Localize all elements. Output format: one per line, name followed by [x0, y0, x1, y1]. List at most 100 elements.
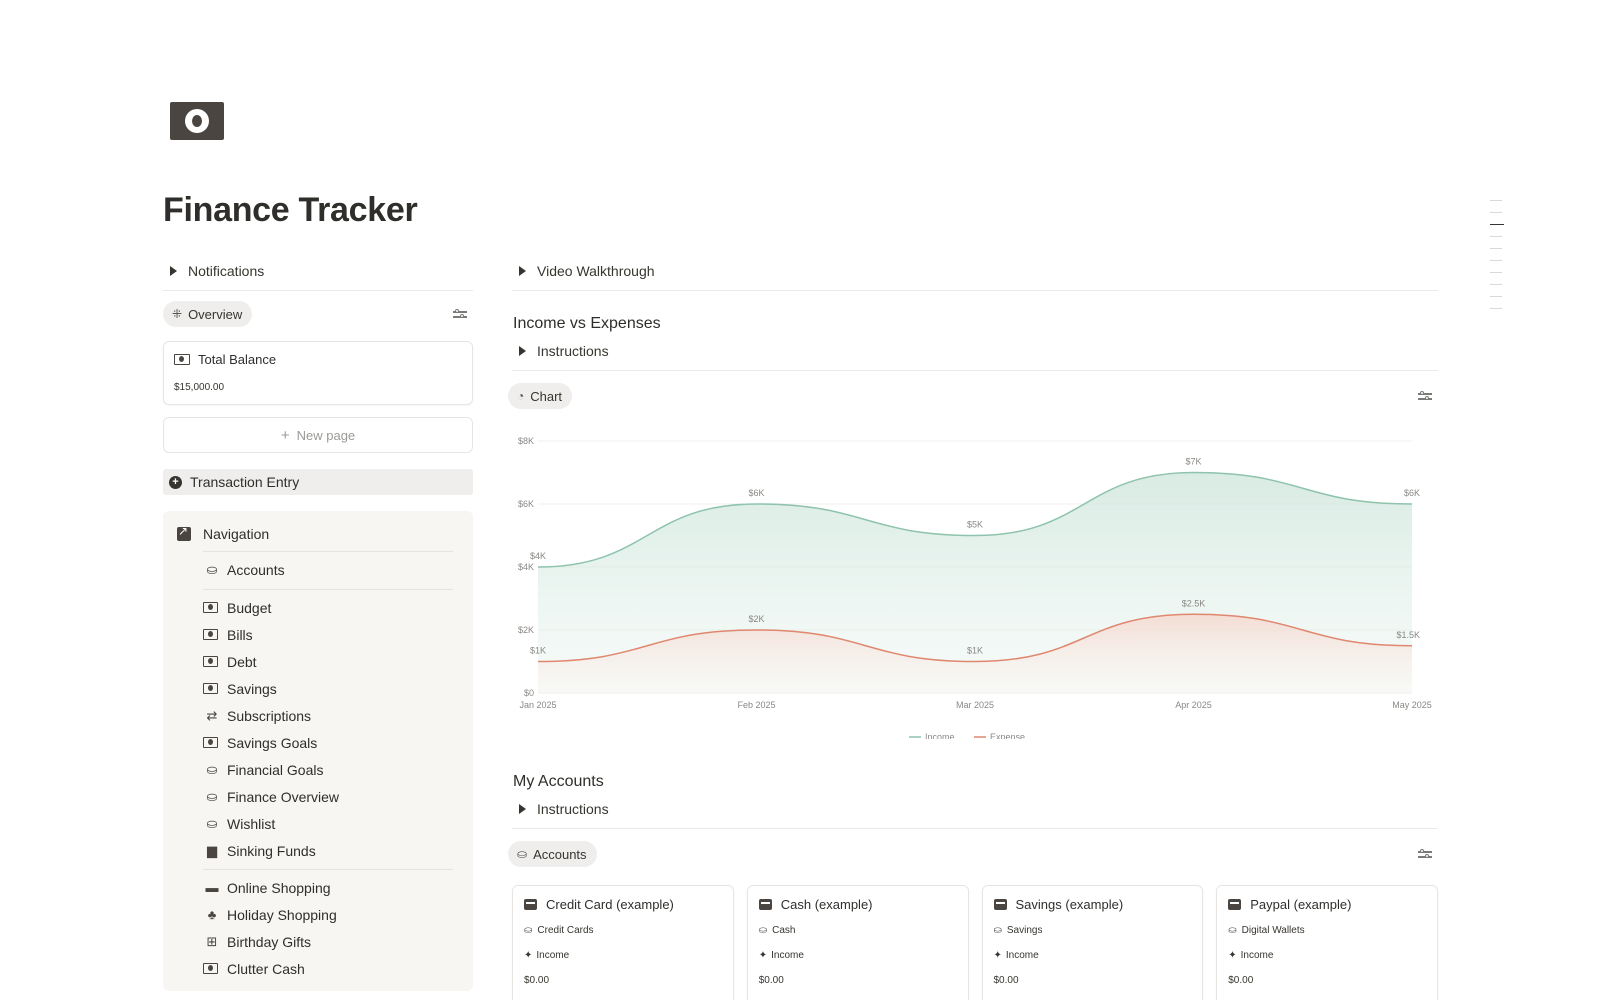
- data-label: $5K: [967, 520, 983, 530]
- money-icon: [203, 602, 218, 613]
- nav-link-savings-goals[interactable]: Savings Goals: [203, 729, 459, 756]
- divider: [163, 290, 473, 291]
- nav-link-holiday-shopping[interactable]: ♣ Holiday Shopping: [203, 901, 459, 928]
- total-balance-card[interactable]: Total Balance $15,000.00: [163, 341, 473, 405]
- accounts-view-tab[interactable]: ⛀ Accounts: [508, 841, 597, 867]
- account-amount: $0.00: [993, 975, 1019, 986]
- notifications-label: Notifications: [188, 263, 265, 279]
- data-label: $1.5K: [1396, 630, 1420, 640]
- navigation-callout: Navigation ⛀ Accounts Budget Bills Debt Sav…: [163, 511, 473, 991]
- nav-link-label: Birthday Gifts: [227, 933, 312, 950]
- divider: [203, 869, 453, 870]
- account-card-title: Savings (example): [1015, 897, 1124, 912]
- income-label: Income: [771, 950, 804, 961]
- nav-link-debt[interactable]: Debt: [203, 648, 459, 675]
- repeat-icon: ⇄: [206, 707, 218, 723]
- money-icon: [203, 656, 218, 667]
- navigation-title: Navigation: [203, 526, 270, 542]
- nav-link-wishlist[interactable]: ⛀ Wishlist: [203, 810, 459, 837]
- sliders-icon[interactable]: [1418, 390, 1432, 402]
- coins-icon: ⛀: [524, 925, 533, 936]
- account-card-title: Credit Card (example): [546, 897, 674, 912]
- nav-link-online-shopping[interactable]: ▬ Online Shopping: [203, 874, 459, 901]
- income-instructions-toggle[interactable]: Instructions: [512, 338, 1438, 364]
- coins-icon: ⛀: [517, 847, 528, 861]
- account-amount: $0.00: [758, 975, 784, 986]
- credit-card-icon: [758, 899, 772, 910]
- income-label: Income: [536, 950, 570, 961]
- credit-card-icon: [993, 899, 1007, 910]
- data-label: $6K: [1404, 488, 1420, 498]
- transaction-entry-button[interactable]: + Transaction Entry: [163, 469, 473, 495]
- gift-icon: ⊞: [206, 933, 218, 949]
- nav-link-accounts[interactable]: ⛀ Accounts: [203, 556, 459, 583]
- credit-card-icon: [1228, 899, 1242, 910]
- nav-link-label: Budget: [227, 599, 272, 616]
- sliders-icon[interactable]: [1418, 848, 1432, 860]
- nav-link-label: Accounts: [227, 561, 285, 578]
- instructions-label: Instructions: [537, 801, 609, 817]
- sliders-icon[interactable]: [453, 308, 467, 320]
- new-page-label: New page: [296, 427, 356, 443]
- overview-view-tab[interactable]: ⁜ Overview: [163, 301, 253, 327]
- left-column: Notifications ⁜ Overview Total Balance $…: [163, 258, 473, 991]
- nav-link-label: Online Shopping: [227, 879, 331, 896]
- account-card[interactable]: Savings (example) ⛀ Savings ✦ Income $0.00: [981, 885, 1204, 1000]
- nav-link-label: Savings: [227, 680, 277, 697]
- divider: [512, 370, 1438, 371]
- account-card[interactable]: Cash (example) ⛀ Cash ✦ Income $0.00: [746, 885, 969, 1000]
- money-icon[interactable]: [170, 102, 224, 140]
- series-area-expense: [538, 614, 1412, 693]
- instructions-label: Instructions: [537, 343, 609, 359]
- navigation-heading: Navigation: [177, 523, 459, 545]
- money-icon: [203, 963, 218, 974]
- accounts-view-row: ⛀ Accounts: [508, 839, 1438, 869]
- chart-view-tab[interactable]: ◔ Chart: [508, 383, 573, 409]
- laptop-icon: ▬: [205, 880, 219, 895]
- coins-icon: ⛀: [206, 788, 218, 804]
- nav-link-subscriptions[interactable]: ⇄ Subscriptions: [203, 702, 459, 729]
- nav-link-label: Financial Goals: [227, 761, 324, 778]
- x-tick-label: Jan 2025: [519, 700, 556, 710]
- nav-link-bills[interactable]: Bills: [203, 621, 459, 648]
- jar-icon: ▆: [207, 842, 217, 858]
- account-card[interactable]: Paypal (example) ⛀ Digital Wallets ✦ Income $…: [1216, 885, 1438, 1000]
- new-page-button[interactable]: + New page: [163, 417, 473, 453]
- nav-link-sinking-funds[interactable]: ▆ Sinking Funds: [203, 837, 459, 864]
- x-tick-label: Feb 2025: [737, 700, 775, 710]
- sparkle-icon: ✦: [993, 950, 1002, 961]
- plus-icon: +: [280, 426, 290, 444]
- nav-link-birthday-gifts[interactable]: ⊞ Birthday Gifts: [203, 928, 459, 955]
- nav-link-savings[interactable]: Savings: [203, 675, 459, 702]
- accounts-view-label: Accounts: [533, 846, 587, 862]
- video-walkthrough-label: Video Walkthrough: [537, 263, 655, 279]
- account-card[interactable]: Credit Card (example) ⛀ Credit Cards ✦ Incom…: [512, 885, 734, 1000]
- total-balance-value: $15,000.00: [174, 382, 225, 393]
- x-tick-label: Mar 2025: [956, 700, 994, 710]
- nav-link-label: Holiday Shopping: [227, 906, 337, 923]
- sparkle-icon: ✦: [1228, 950, 1237, 961]
- nav-link-finance-overview[interactable]: ⛀ Finance Overview: [203, 783, 459, 810]
- x-tick-label: Apr 2025: [1175, 700, 1212, 710]
- nav-link-budget[interactable]: Budget: [203, 594, 459, 621]
- money-icon: [203, 737, 218, 748]
- data-label: $1K: [530, 646, 546, 656]
- divider: [512, 290, 1438, 291]
- account-amount: $0.00: [1228, 975, 1254, 986]
- nav-link-label: Wishlist: [227, 815, 276, 832]
- arrow-up-right-icon: [177, 524, 191, 541]
- income-label: Income: [1240, 950, 1274, 961]
- nav-link-clutter-cash[interactable]: Clutter Cash: [203, 955, 459, 982]
- table-of-contents[interactable]: [1490, 200, 1504, 320]
- coins-icon: ⛀: [758, 925, 768, 936]
- data-label: $4K: [530, 551, 546, 561]
- series-line-expense: [537, 613, 1413, 663]
- nav-link-label: Bills: [227, 626, 253, 643]
- credit-card-icon: [524, 899, 537, 910]
- legend-entry: Expense: [990, 732, 1025, 739]
- notifications-toggle[interactable]: Notifications: [163, 258, 473, 284]
- video-walkthrough-toggle[interactable]: Video Walkthrough: [512, 258, 1438, 284]
- accounts-instructions-toggle[interactable]: Instructions: [512, 796, 1438, 822]
- nav-link-financial-goals[interactable]: ⛀ Financial Goals: [203, 756, 459, 783]
- pie-chart-icon: ◔: [517, 389, 525, 403]
